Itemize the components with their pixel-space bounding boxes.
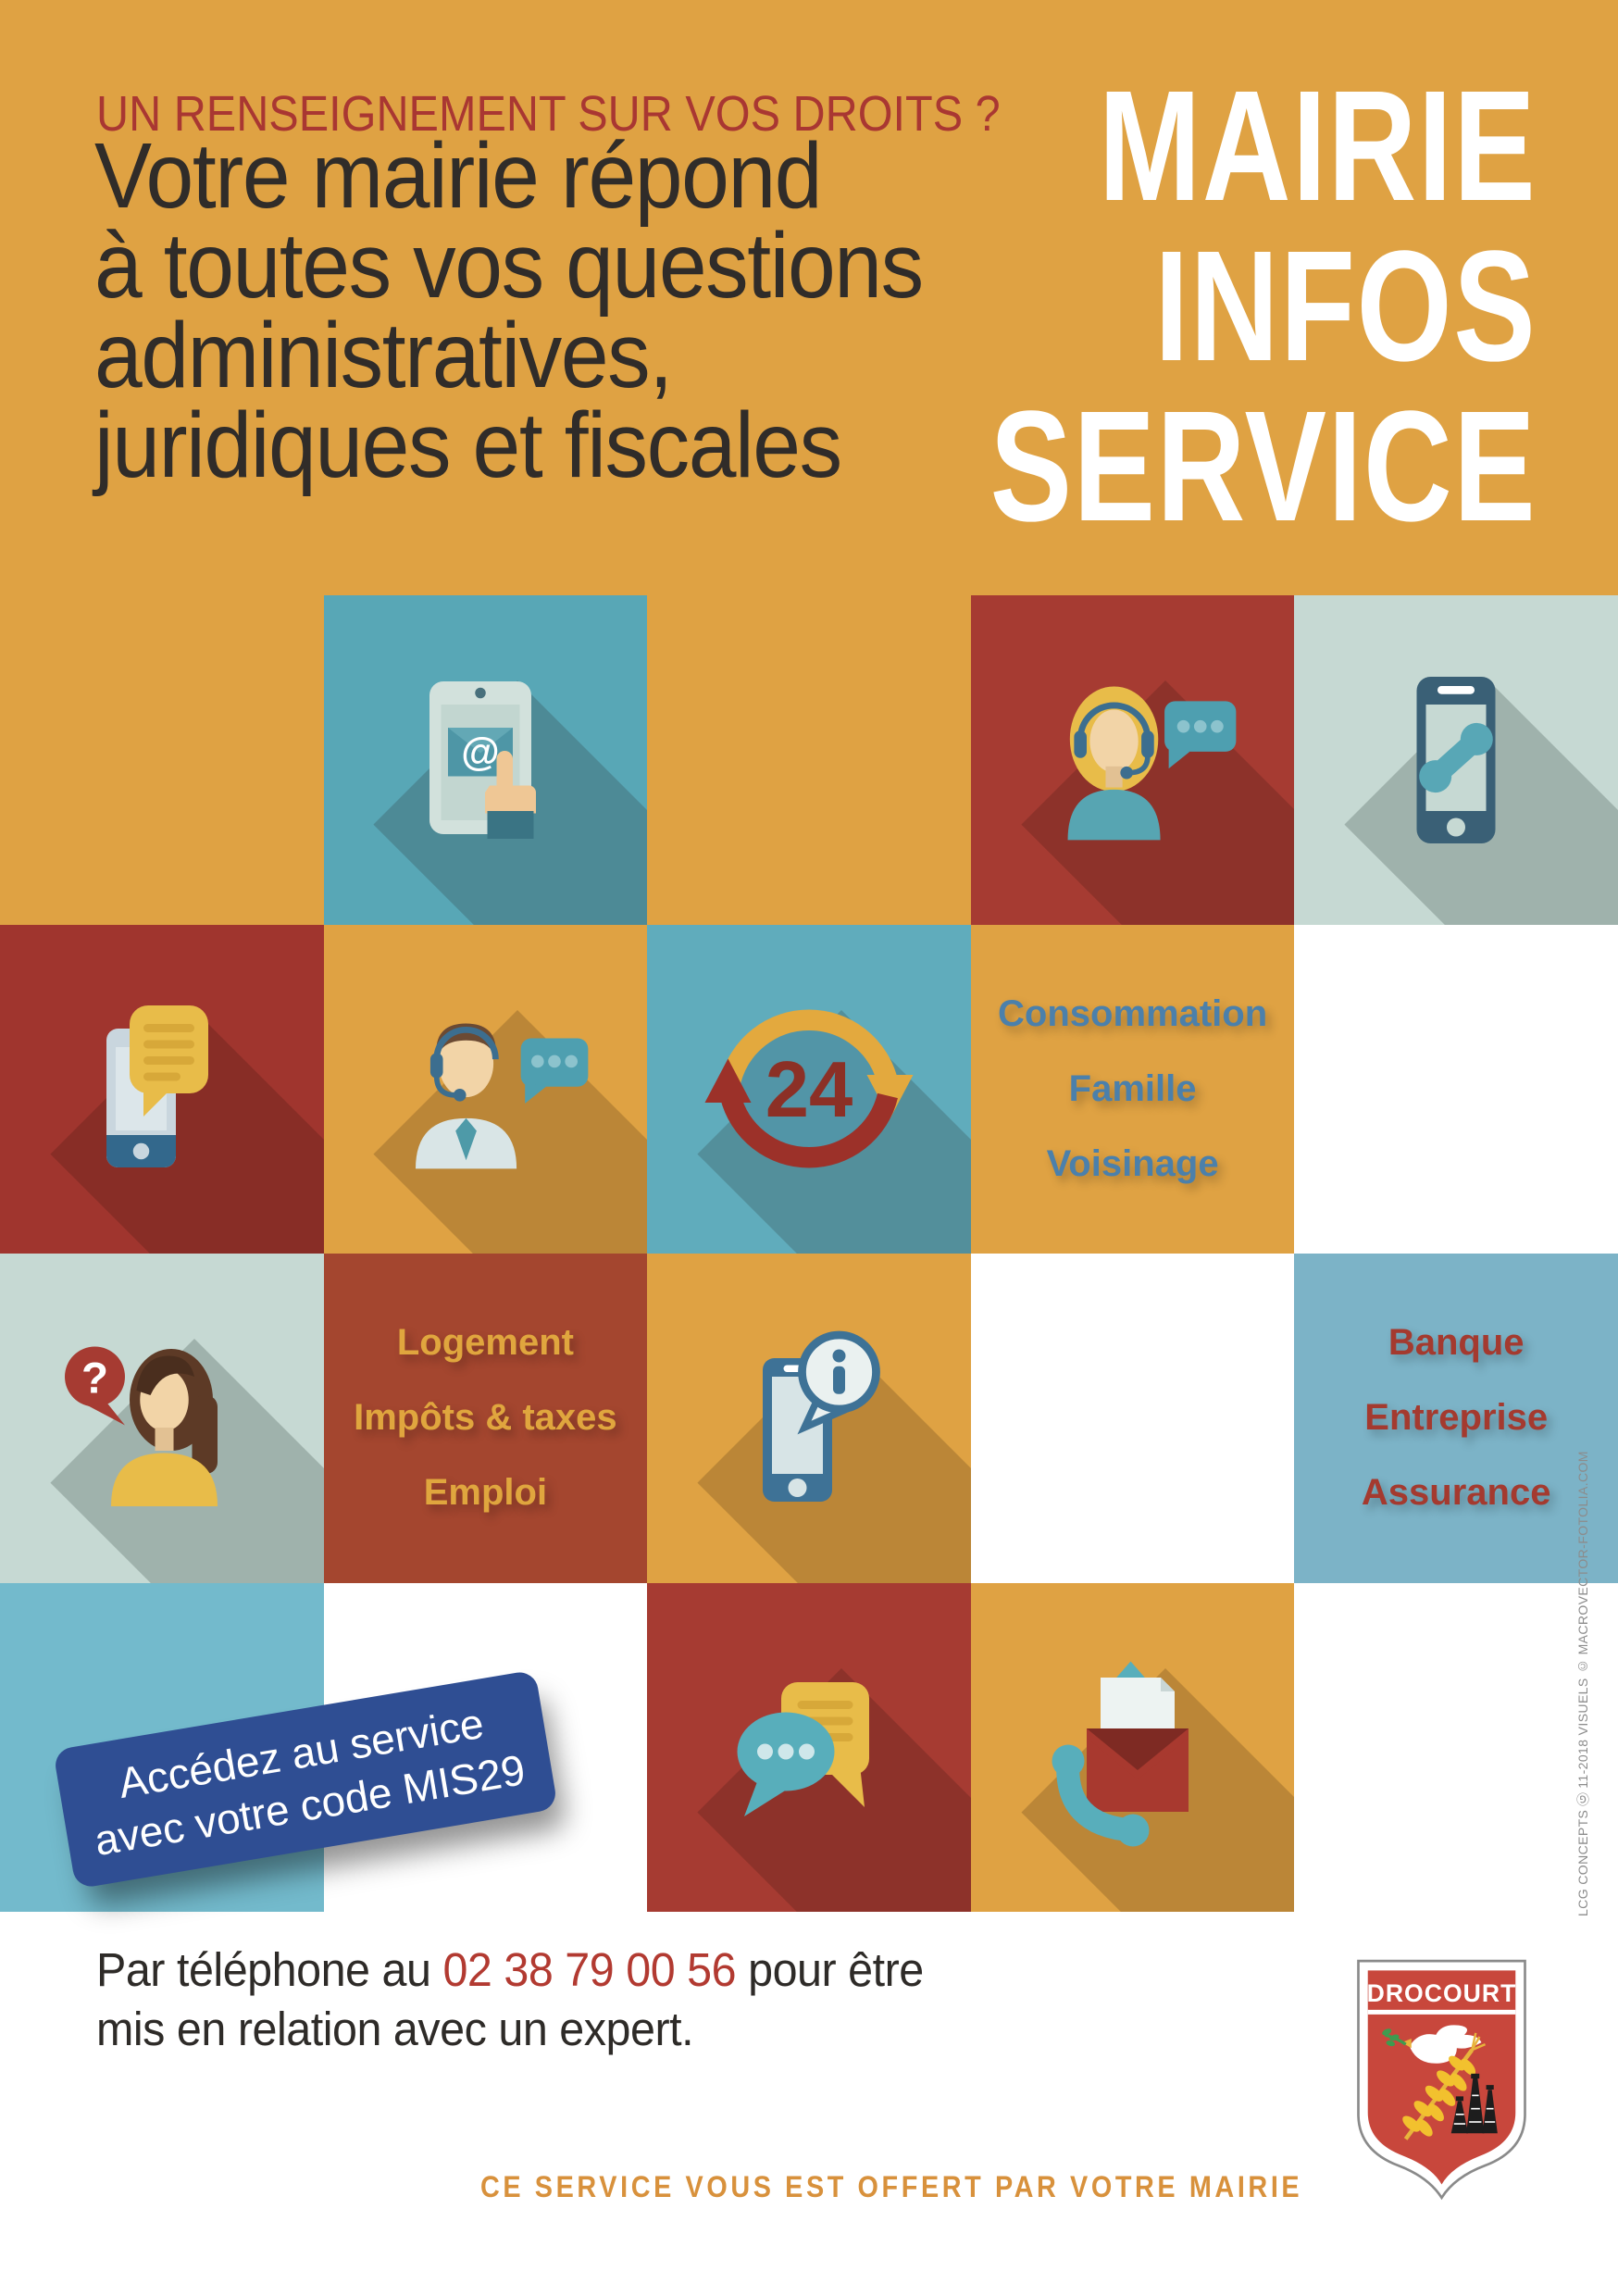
tablet-email-touch-icon: @ [429,680,537,839]
tile-woman-question: ? [0,1254,324,1583]
offer-line: CE SERVICE VOUS EST OFFERT PAR VOTRE MAI… [480,2170,1303,2203]
brand-line-3: SERVICE [989,379,1537,555]
topic-item: Emploi [423,1472,548,1514]
topic-item: Assurance [1361,1472,1551,1514]
drocourt-crest: DROCOURT [1357,1959,1526,2201]
header-band: UN RENSEIGNEMENT SUR VOS DROITS ? Votre … [0,0,1618,595]
envelope-call-icon [1052,1661,1189,1847]
tile-topics-logement: Logement Impôts & taxes Emploi [323,1254,648,1583]
question-mark: ? [81,1354,108,1403]
topic-item: Famille [1068,1067,1197,1109]
headline: Votre mairie répond à toutes vos questio… [94,124,924,497]
at-symbol: @ [462,730,500,774]
service-24h-icon: 24 [704,1009,914,1168]
tile-chat-bubbles [647,1582,971,1912]
topic-item: Impôts & taxes [354,1397,617,1439]
tile-empty [970,1254,1295,1583]
tile-smartphone-info [647,1254,971,1583]
tile-service-24h: 24 [647,924,971,1254]
tile-topics-consommation: Consommation Famille Voisinage [970,924,1295,1254]
tile-tablet-email: @ [323,595,648,925]
topics-list: Banque Entreprise Assurance [1294,1254,1618,1583]
phone-instructions: Par téléphone au 02 38 79 00 56 pour êtr… [96,1940,924,2059]
topic-item: Voisinage [1046,1142,1219,1184]
headline-line-1: Votre mairie répond [94,124,823,228]
headline-line-3: administratives, [94,304,673,407]
pointing-hand [485,750,537,814]
phone-line-2: mis en relation avec un expert. [96,2003,694,2055]
brand-line-2: INFOS [1154,218,1537,394]
topic-item: Consommation [998,992,1268,1034]
woman-question-icon: ? [64,1346,218,1506]
smartphone-call-icon [1416,676,1496,843]
topics-list: Logement Impôts & taxes Emploi [324,1254,648,1583]
brand-title: MAIRIE INFOS SERVICE [989,67,1537,547]
phone-text-before: Par téléphone au [96,1943,443,1996]
brand-line-1: MAIRIE [1098,58,1537,234]
smartphone-info-icon [762,1330,880,1502]
tile-envelope-call [970,1582,1295,1912]
support-agent-woman-icon [1067,686,1236,841]
topic-item: Banque [1388,1322,1525,1364]
badge-24-label: 24 [765,1046,853,1134]
credits-side-text: LCG CONCEPTS Ⓖ 11-2018 VISUELS © MACROVE… [1575,1451,1590,1916]
tile-empty [647,595,971,925]
tile-grid: @ [0,595,1618,1912]
headline-line-4: juridiques et fiscales [94,393,842,497]
kicker-line: UN RENSEIGNEMENT SUR VOS DROITS ? [96,86,1001,142]
crest-title: DROCOURT [1367,1979,1517,2007]
tile-agent-man [323,924,648,1254]
chat-bubbles-icon [737,1682,869,1817]
topic-item: Logement [396,1322,574,1364]
phone-number: 02 38 79 00 56 [442,1943,737,1996]
phone-text-after: pour être [736,1943,924,1996]
tile-topics-banque: Banque Entreprise Assurance [1294,1254,1618,1583]
support-agent-man-icon [416,1023,589,1169]
tile-empty [1294,1582,1618,1912]
tile-agent-woman [970,595,1295,925]
topics-list: Consommation Famille Voisinage [971,925,1295,1254]
tile-smartphone-call [1294,595,1618,925]
topic-item: Entreprise [1364,1397,1549,1439]
tile-empty [1294,924,1618,1254]
wheat-icon [1402,2032,1487,2140]
tile-smartphone-message [0,924,324,1254]
dove-icon [1382,2025,1482,2064]
smartphone-message-icon [106,1005,208,1168]
handset-glyph [1419,722,1493,792]
headline-line-2: à toutes vos questions [94,214,924,318]
tile-empty [0,595,324,925]
phone-line-1: Par téléphone au 02 38 79 00 56 pour êtr… [96,1940,924,2000]
tower-lattice-lines [1453,2094,1496,2125]
